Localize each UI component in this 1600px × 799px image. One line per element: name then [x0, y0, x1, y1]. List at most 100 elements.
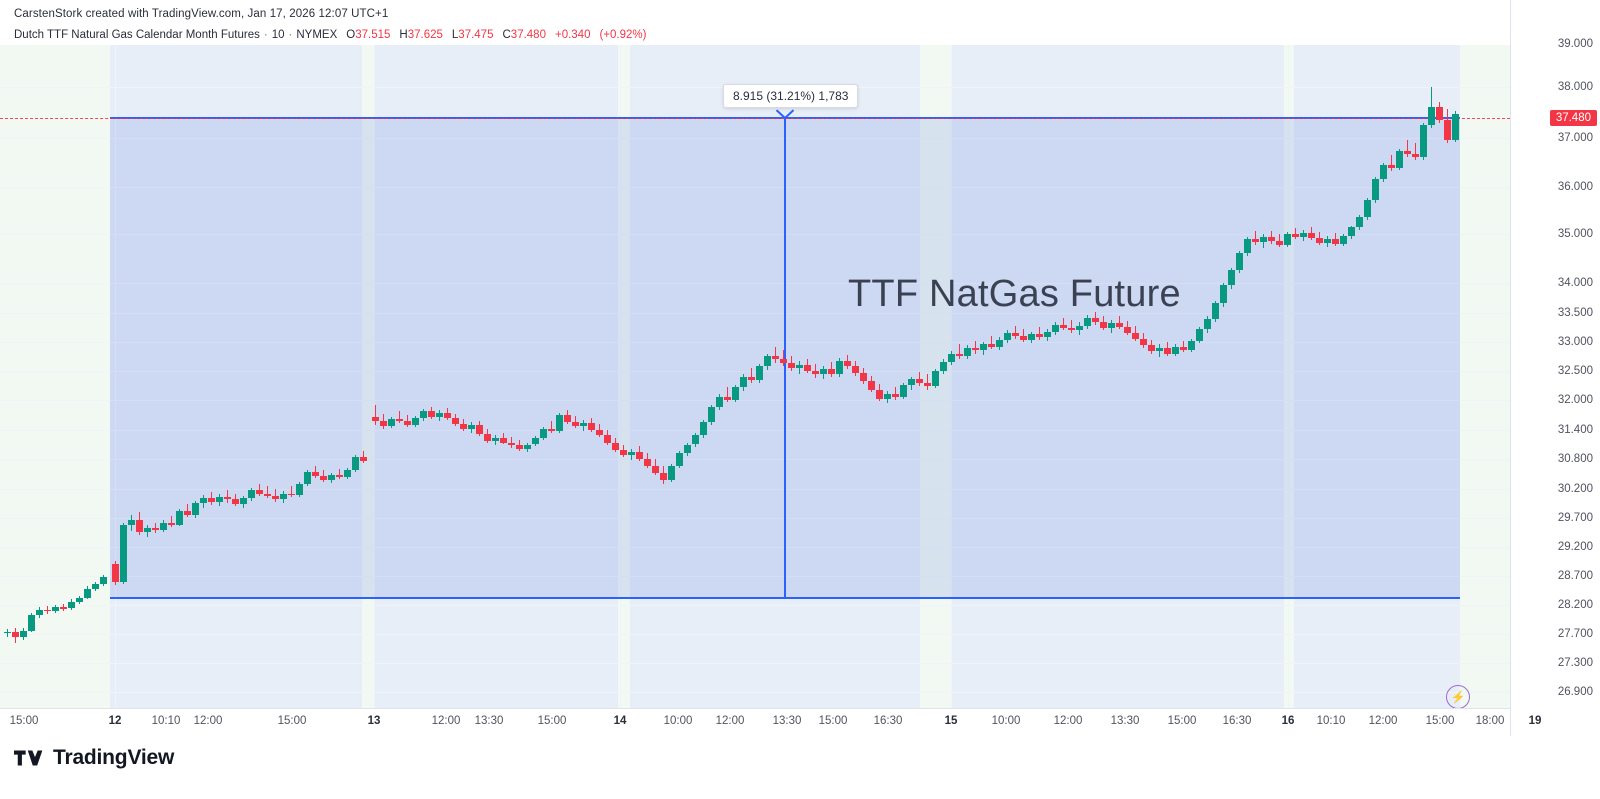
gridline-h	[0, 234, 1510, 235]
candle-body	[1012, 332, 1019, 337]
candle-body	[1436, 107, 1443, 120]
gridline-h	[0, 489, 1510, 490]
candle-body	[660, 473, 667, 480]
candle-body	[676, 453, 683, 466]
candle-body	[644, 459, 651, 466]
candle-body	[1148, 345, 1155, 352]
candle-wick	[259, 484, 260, 496]
candle-body	[940, 361, 947, 371]
candle-body	[36, 609, 43, 616]
candle-body	[1284, 234, 1291, 245]
candle-body	[620, 450, 627, 456]
candle-body	[1380, 165, 1387, 180]
candle-body	[908, 379, 915, 385]
gridline-h	[0, 187, 1510, 188]
price-tick-label: 38.000	[1557, 81, 1593, 93]
price-tick-label: 33.000	[1557, 336, 1593, 348]
measurement-tooltip: 8.915 (31.21%) 1,783	[723, 84, 859, 108]
candle-body	[988, 344, 995, 347]
candle-body	[1108, 323, 1115, 329]
candle-body	[772, 355, 779, 360]
candle-body	[780, 359, 787, 363]
candle-body	[516, 445, 523, 450]
time-tick-label: 12:00	[431, 715, 461, 727]
price-tick-label: 34.000	[1557, 277, 1593, 289]
candle-body	[820, 368, 827, 375]
candle-body	[152, 528, 159, 530]
time-axis[interactable]: 15:00 12 10:10 12:00 15:00 13 12:00 13:30 15:00 1…	[0, 708, 1541, 737]
candle-body	[1404, 150, 1411, 154]
time-tick-label: 10:10	[1316, 715, 1346, 727]
gridline-h	[0, 371, 1510, 372]
legend-interval[interactable]: 10	[271, 29, 285, 41]
candle-body	[272, 495, 279, 500]
candle-body	[352, 457, 359, 470]
legend-symbol-name[interactable]: Dutch TTF Natural Gas Calendar Month Fut…	[14, 29, 260, 41]
candle-body	[876, 389, 883, 399]
price-tick-label: 35.000	[1557, 228, 1593, 240]
gridline-h	[0, 518, 1510, 519]
gridline-h	[0, 430, 1510, 431]
candle-body	[932, 371, 939, 387]
candle-body	[1100, 322, 1107, 329]
time-tick-label: 13	[367, 715, 381, 727]
gridline-h	[0, 342, 1510, 343]
candle-wick	[1039, 326, 1040, 340]
candle-body	[1084, 317, 1091, 326]
chart-canvas[interactable]: TTF NatGas Future	[0, 45, 1510, 708]
candle-wick	[1279, 234, 1280, 247]
candle-body	[484, 433, 491, 441]
candle-body	[692, 434, 699, 445]
gridline-h	[0, 692, 1510, 693]
candle-wick	[267, 486, 268, 499]
candle-wick	[1023, 329, 1024, 342]
candle-wick	[1295, 228, 1296, 239]
time-tick-label: 12:00	[715, 715, 745, 727]
time-tick-label: 15:00	[537, 715, 567, 727]
price-axis[interactable]: 39.000 38.000 37.000 36.000 35.000 34.000 33.5…	[1510, 0, 1600, 745]
price-tick-label: 33.500	[1557, 307, 1593, 319]
candle-body	[120, 524, 127, 582]
candle-body	[1308, 233, 1315, 238]
session-band-green	[362, 45, 374, 708]
candle-wick	[751, 367, 752, 383]
tradingview-logo[interactable]: TradingView	[14, 746, 174, 770]
candle-body	[756, 366, 763, 381]
candle-body	[1364, 200, 1371, 218]
gridline-h	[0, 313, 1510, 314]
legend-low: L37.475	[452, 29, 494, 41]
candle-body	[588, 423, 595, 430]
time-tick-label: 10:10	[151, 715, 181, 727]
gridline-h	[0, 138, 1510, 139]
candle-body	[900, 384, 907, 397]
candle-body	[1028, 333, 1035, 340]
legend-separator-1: ·	[263, 29, 268, 41]
candle-body	[248, 490, 255, 499]
last-price-line	[0, 118, 1510, 119]
candle-body	[412, 418, 419, 425]
candle-body	[20, 630, 27, 637]
price-tick-label: 39.000	[1557, 38, 1593, 50]
candle-body	[312, 472, 319, 476]
candle-body	[4, 631, 11, 634]
candle-body	[344, 470, 351, 477]
candle-wick	[1119, 316, 1120, 330]
candle-body	[336, 475, 343, 477]
candle-body	[1252, 238, 1259, 242]
gridline-h	[0, 547, 1510, 548]
legend-close-key: C	[502, 29, 511, 41]
candle-body	[748, 376, 755, 381]
candle-body	[804, 365, 811, 371]
candle-body	[996, 339, 1003, 347]
candle-body	[160, 522, 167, 530]
candle-wick	[727, 387, 728, 402]
candle-body	[1180, 346, 1187, 351]
candle-body	[1204, 318, 1211, 330]
candle-wick	[815, 364, 816, 378]
time-tick-label: 12	[108, 715, 122, 727]
realtime-lightning-icon[interactable]: ⚡	[1446, 685, 1470, 709]
candle-body	[1396, 150, 1403, 169]
legend-open-key: O	[346, 29, 356, 41]
gridline-h	[0, 459, 1510, 460]
price-tick-label: 26.900	[1557, 686, 1593, 698]
